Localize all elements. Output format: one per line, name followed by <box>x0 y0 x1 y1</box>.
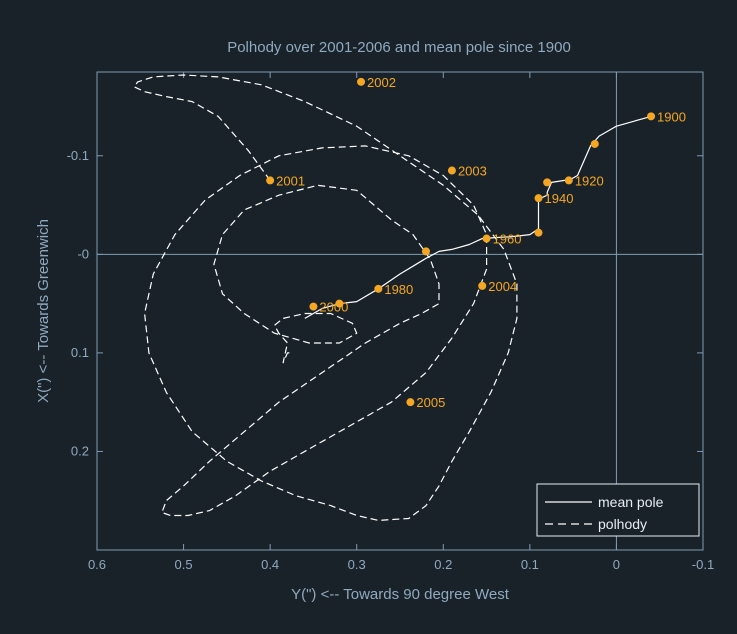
x-tick-label: 0.2 <box>434 557 452 572</box>
data-point-label: 2001 <box>276 173 305 188</box>
y-axis-ticks: -0.1 -0 0.1 0.2 <box>67 148 703 458</box>
x-tick-label: 0.1 <box>521 557 539 572</box>
data-point <box>543 178 552 187</box>
x-tick-label: 0.3 <box>348 557 366 572</box>
y-tick-label: 0.2 <box>71 443 89 458</box>
data-point <box>564 176 573 185</box>
data-point <box>309 302 318 311</box>
x-tick-label: 0.5 <box>175 557 193 572</box>
x-axis-ticks: 0.6 0.5 0.4 0.3 0.2 0.1 0 -0.1 <box>88 72 714 572</box>
series-layer <box>133 74 652 521</box>
data-point <box>374 284 383 293</box>
series-mean-pole-line <box>304 115 652 319</box>
data-point <box>266 176 275 185</box>
plot-frame <box>96 71 704 551</box>
legend-polhody-label: polhody <box>598 516 647 532</box>
x-tick-label: -0.1 <box>692 557 714 572</box>
data-point-label: 1920 <box>575 173 604 188</box>
data-point-label: 1940 <box>545 191 574 206</box>
data-point-label: 1900 <box>657 109 686 124</box>
data-point <box>647 112 656 121</box>
data-point-label: 2003 <box>458 164 487 179</box>
data-point-label: 2000 <box>319 300 348 315</box>
data-point <box>478 281 487 290</box>
legend: mean pole polhody <box>536 483 700 537</box>
chart-title: Polhody over 2001-2006 and mean pole sin… <box>227 39 571 56</box>
data-point <box>421 247 430 256</box>
x-tick-label: 0.4 <box>261 557 279 572</box>
y-axis-label: X(") <-- Towards Greenwich <box>35 219 52 403</box>
y-tick-label: -0.1 <box>67 148 89 163</box>
y-tick-label: 0.1 <box>71 345 89 360</box>
data-point-label: 2002 <box>367 75 396 90</box>
data-point-label: 1980 <box>384 282 413 297</box>
data-point <box>590 139 599 148</box>
data-point-label: 1960 <box>493 232 522 247</box>
data-point <box>447 166 456 175</box>
legend-box <box>536 483 700 537</box>
legend-mean-pole-label: mean pole <box>598 494 664 510</box>
data-point <box>534 228 543 237</box>
data-point-label: 2005 <box>416 395 445 410</box>
data-point <box>406 398 415 407</box>
x-tick-label: 0 <box>613 557 620 572</box>
x-axis-label: Y(") <-- Towards 90 degree West <box>291 586 510 603</box>
series-polhody-line <box>133 74 518 521</box>
x-tick-label: 0.6 <box>88 557 106 572</box>
data-point <box>534 194 543 203</box>
data-point-label: 2004 <box>488 279 517 294</box>
data-point <box>482 234 491 243</box>
data-point <box>335 299 344 308</box>
y-tick-label: -0 <box>77 246 89 261</box>
data-point <box>357 77 366 86</box>
